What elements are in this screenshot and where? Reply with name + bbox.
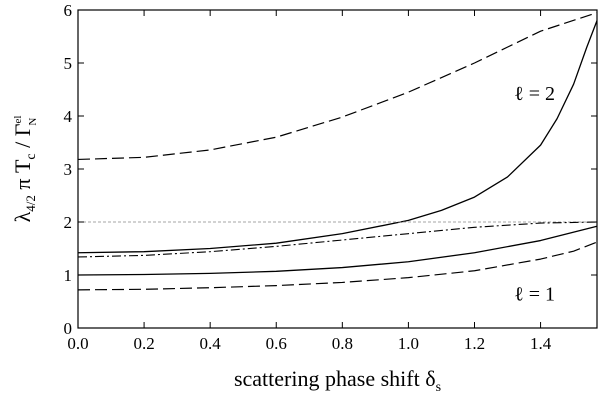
y-axis-title: λ4/2 π Tc / Γel N [10, 116, 39, 223]
x-tick-label: 1.0 [398, 334, 419, 353]
series-line-dashed-0 [77, 12, 598, 161]
y-tick-label: 5 [64, 54, 73, 73]
x-axis-title-sub: s [436, 380, 441, 395]
series-line-dashed-5 [77, 241, 598, 291]
ticks-layer: 0.0 0.2 0.4 0.6 0.8 1.0 1.2 1.4 0 1 2 3 4 5 6 [64, 1, 597, 353]
series-layer [77, 12, 598, 291]
x-tick-label: 0.6 [266, 334, 287, 353]
y-tick-label: 2 [64, 213, 73, 232]
x-axis-title-main: scattering phase shift δ [234, 366, 436, 391]
y-title-gamma-sub: N [27, 118, 39, 126]
annotation-l1: ℓ = 1 [514, 283, 555, 305]
y-title-tc-sub: c [24, 153, 39, 159]
x-axis-title: scattering phase shift δs [234, 366, 441, 395]
y-tick-label: 4 [64, 107, 73, 126]
x-tick-label: 0.4 [200, 334, 222, 353]
y-tick-label: 0 [64, 319, 73, 338]
series-line-solid-4 [77, 225, 598, 276]
annotation-l2: ℓ = 2 [514, 83, 555, 105]
plot-frame [77, 9, 598, 329]
x-tick-label: 1.4 [530, 334, 552, 353]
x-tick-label: 0.8 [332, 334, 353, 353]
y-title-rest: π T [10, 159, 35, 195]
y-title-lambda-sub: 4/2 [23, 195, 38, 212]
y-title-gamma-sup: el [12, 116, 24, 124]
series-line-solid-1 [77, 20, 598, 254]
series-line-dash-dot-3 [77, 221, 598, 258]
y-tick-label: 1 [64, 266, 73, 285]
x-tick-label: 1.2 [464, 334, 485, 353]
y-title-lambda: λ [10, 211, 35, 222]
y-tick-label: 6 [64, 1, 73, 20]
x-tick-label: 0.0 [67, 334, 88, 353]
x-tick-label: 0.2 [133, 334, 154, 353]
y-title-slash: / Γ [10, 123, 35, 153]
y-tick-label: 3 [64, 160, 73, 179]
